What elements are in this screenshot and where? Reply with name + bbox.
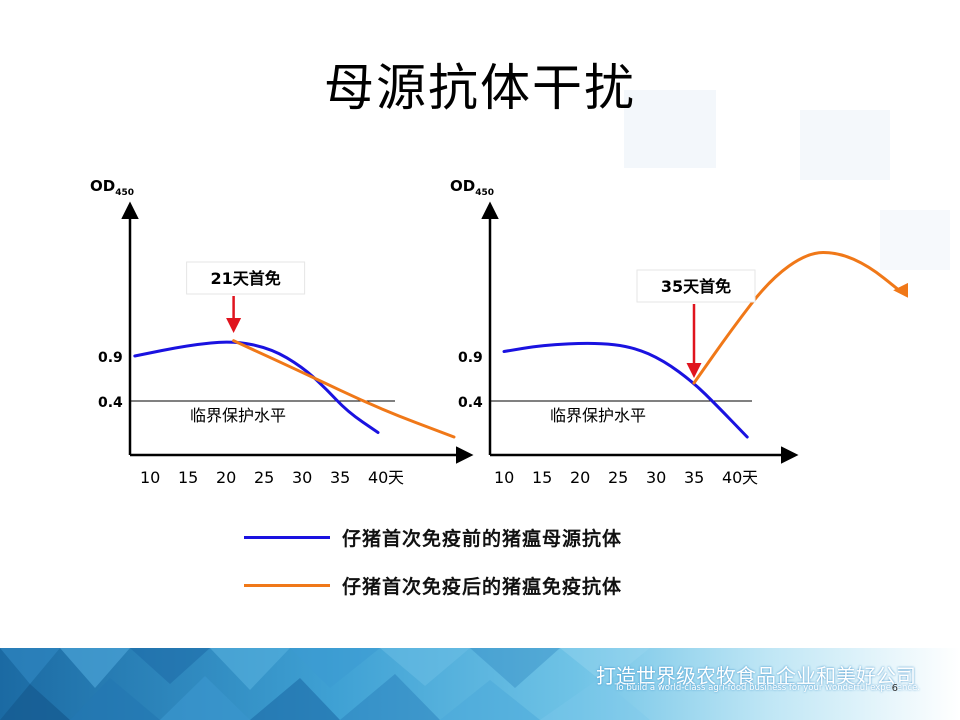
threshold-label: 临界保护水平	[190, 406, 286, 425]
annotation-box	[186, 261, 306, 295]
annotation-label: 35天首免	[661, 277, 731, 296]
footer-slogan-english: To build a world-class agri-food busines…	[614, 683, 920, 693]
x-tick-label: 20	[570, 468, 590, 487]
x-tick-label: 35	[684, 468, 704, 487]
x-tick-label: 10	[494, 468, 514, 487]
chart-left: OD450 0.9 0.4 临界保护水平 10 15 20 25 30 35 40 天 21天首免	[90, 177, 474, 487]
x-tick-label: 25	[608, 468, 628, 487]
slide-title: 母源抗体干扰	[324, 59, 636, 117]
series-line-orange	[232, 339, 456, 439]
threshold-label: 临界保护水平	[550, 406, 646, 425]
y-tick-label: 0.4	[98, 395, 123, 411]
legend-item-orange: 仔猪首次免疫后的猪瘟免疫抗体	[244, 568, 704, 602]
y-axis-label: OD450	[450, 177, 494, 198]
footer-pattern	[0, 648, 650, 720]
legend-label: 仔猪首次免疫前的猪瘟母源抗体	[342, 527, 623, 550]
x-tick-label: 40	[368, 468, 388, 487]
decorative-square	[624, 90, 716, 168]
x-tick-label: 20	[216, 468, 236, 487]
chart-right: OD450 0.9 0.4 临界保护水平 10 15 20 25 30 35 40 天 35天首免	[450, 177, 904, 487]
x-tick-label: 30	[292, 468, 312, 487]
x-unit-label: 天	[388, 468, 404, 487]
x-tick-label: 10	[140, 468, 160, 487]
x-tick-label: 35	[330, 468, 350, 487]
y-tick-label: 0.9	[458, 350, 483, 366]
legend-swatch-blue	[244, 535, 330, 539]
legend-swatch-orange	[244, 583, 330, 587]
legend-item-blue: 仔猪首次免疫前的猪瘟母源抗体	[244, 520, 704, 554]
y-tick-label: 0.4	[458, 395, 483, 411]
series-line-orange	[692, 250, 904, 385]
legend-label: 仔猪首次免疫后的猪瘟免疫抗体	[342, 575, 623, 598]
series-line-blue	[502, 341, 749, 439]
x-tick-label: 15	[532, 468, 552, 487]
annotation-label: 21天首免	[210, 269, 280, 288]
y-tick-label: 0.9	[98, 350, 123, 366]
footer-slogan: 打造世界级农牧食品企业和美好公司	[596, 664, 916, 688]
decorative-square	[800, 110, 890, 180]
decorative-square	[880, 210, 950, 270]
page-number: 6	[891, 683, 898, 694]
footer-banner	[0, 648, 960, 720]
x-tick-label: 30	[646, 468, 666, 487]
x-tick-label: 15	[178, 468, 198, 487]
x-tick-label: 25	[254, 468, 274, 487]
x-tick-label: 40	[722, 468, 742, 487]
x-unit-label: 天	[742, 468, 758, 487]
series-line-blue	[133, 340, 380, 434]
annotation-box	[636, 269, 756, 303]
y-axis-label: OD450	[90, 177, 134, 198]
